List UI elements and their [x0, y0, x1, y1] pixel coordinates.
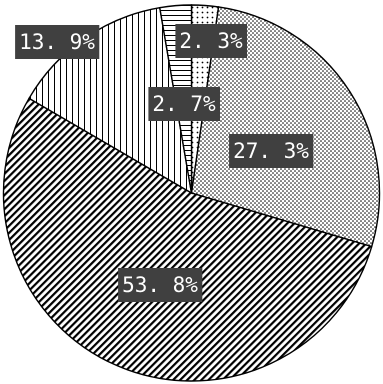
- slice-data-label: 13. 9%: [15, 25, 99, 59]
- slice-data-label: 27. 3%: [229, 134, 313, 168]
- slice-data-label: 2. 3%: [175, 24, 247, 58]
- data-label-text: 2. 3%: [179, 29, 243, 53]
- pie-slices: [3, 5, 379, 381]
- slice-data-label: 2. 7%: [148, 87, 220, 121]
- data-label-text: 27. 3%: [233, 139, 309, 163]
- data-label-text: 2. 7%: [152, 92, 216, 116]
- data-label-text: 53. 8%: [122, 273, 198, 297]
- slice-data-label: 53. 8%: [118, 268, 202, 302]
- data-label-text: 13. 9%: [19, 30, 95, 54]
